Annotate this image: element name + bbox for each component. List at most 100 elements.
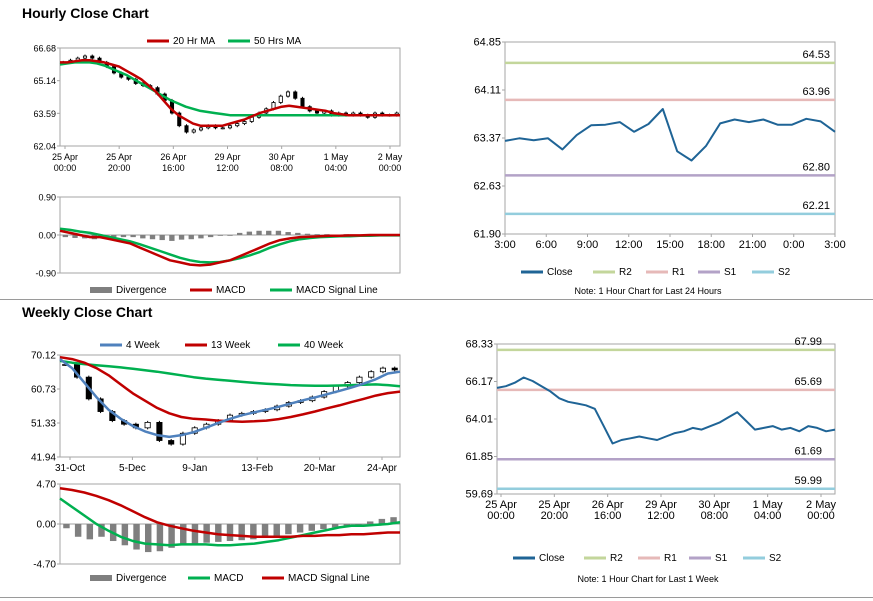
hourly-price-candle-body (82, 55, 88, 59)
weekly-macd-divergence-bar (250, 524, 257, 540)
hourly-price-xtick: 29 Apr 12:00 (214, 152, 240, 173)
weekly-13week-line (59, 355, 401, 423)
weekly-macd-line (59, 497, 401, 547)
legend-hourly-signal-label: MACD Signal Line (296, 285, 378, 296)
weekly-macd-divergence-bar (273, 524, 280, 536)
weekly-price-candle-body (391, 367, 398, 371)
weekly-levels-note: Note: 1 Hour Chart for Last 1 Week (578, 574, 719, 584)
hourly-macd-signal-line (59, 227, 400, 264)
weekly-levels-level-label-s1: 61.69 (794, 445, 822, 457)
hourly-macd-divergence-bar (285, 232, 291, 235)
hourly-macd-divergence-bar (304, 233, 311, 235)
weekly-macd-divergence-bar (343, 524, 351, 526)
weekly-macd-divergence-bar (156, 524, 164, 552)
legend-13week-label: 13 Week (211, 340, 251, 351)
legend-50hrs-ma-label: 50 Hrs MA (254, 36, 302, 47)
weekly-levels-level-label-s2: 59.99 (794, 475, 822, 487)
hourly-levels-xtick: 18:00 (697, 239, 725, 251)
hourly-ma20-line (60, 59, 400, 127)
hourly-price-xtick: 25 Apr 20:00 (106, 152, 132, 173)
weekly-levels-xtick: 25 Apr 00:00 (485, 499, 517, 522)
hourly-macd-divergence-bar (217, 235, 223, 236)
weekly-levels-close-line (496, 376, 836, 445)
hourly-macd-divergence-bar (246, 231, 253, 235)
hourly-macd-divergence-bar (207, 235, 214, 238)
hourly-macd-divergence-bar (188, 235, 194, 240)
weekly-macd-divergence-bar (86, 524, 94, 540)
weekly-macd-divergence-bar (133, 524, 140, 550)
hourly-levels-xtick: 0:00 (783, 239, 804, 251)
hourly-levels-xtick: 3:00 (494, 239, 515, 251)
hourly-levels-xtick: 21:00 (739, 239, 767, 251)
weekly-levels-level-label-r2: 67.99 (794, 336, 822, 348)
legend-hourly-macd-label: MACD (216, 285, 245, 296)
legend-weekly-signal-label: MACD Signal Line (288, 573, 370, 584)
hourly-macd-divergence-bar (178, 235, 185, 240)
hourly-levels-xtick: 9:00 (577, 239, 598, 251)
weekly-price-ytick: 41.94 (31, 453, 56, 464)
weekly-macd-ytick: 0.00 (37, 520, 57, 531)
weekly-macd-divergence-bar (98, 524, 105, 537)
weekly-macd-divergence-bar (285, 524, 292, 535)
weekly-price-xtick: 24-Apr (367, 463, 398, 474)
weekly-levels-level-label-r1: 65.69 (794, 376, 822, 388)
weekly-macd-ytick: 4.70 (37, 480, 57, 491)
hourly-macd-divergence-bar (130, 235, 136, 238)
weekly-macd-ytick: -4.70 (33, 560, 56, 571)
hourly-levels-xtick: 6:00 (536, 239, 557, 251)
hourly-section-title: Hourly Close Chart (22, 5, 149, 21)
weekly-price-candle-body (368, 371, 375, 378)
weekly-price-candle-body (168, 440, 175, 445)
legend-40week-label: 40 Week (304, 340, 344, 351)
weekly-price-frame (59, 354, 401, 458)
hourly-macd-divergence-bar (256, 230, 262, 235)
legend-weekly-divergence-swatch (90, 575, 112, 581)
hourly-levels-level-label-r1: 63.96 (802, 86, 830, 98)
hourly-price-xtick: 2 May 00:00 (378, 152, 403, 173)
hourly-levels-ytick: 63.37 (473, 133, 501, 145)
weekly-macd-divergence-bar (168, 524, 175, 548)
legend-20hr-ma-label: 20 Hr MA (173, 36, 216, 47)
weekly-levels-ytick: 68.33 (465, 339, 493, 351)
hourly-levels-ytick: 64.11 (474, 85, 501, 97)
hourly-price-candle-body (177, 112, 182, 127)
weekly-price-candle-body (144, 421, 151, 429)
hourly-macd-divergence-bar (120, 235, 127, 238)
weekly-levels-xtick: 30 Apr 08:00 (698, 499, 730, 522)
hourly-levels-xtick: 12:00 (615, 239, 643, 251)
weekly-price-candle-body (179, 432, 186, 445)
weekly-price-candle-body (379, 367, 386, 373)
hourly-macd-line (59, 229, 400, 267)
hourly-levels-level-label-s2: 62.21 (802, 200, 830, 212)
weekly-macd-divergence-bar (366, 521, 374, 524)
weekly-levels-xtick: 2 May 00:00 (806, 499, 836, 522)
weekly-section-title: Weekly Close Chart (22, 304, 153, 320)
weekly-macd-divergence-bar (180, 524, 187, 546)
hourly-price-candle-body (278, 95, 283, 103)
weekly-macd-divergence-bar (390, 517, 397, 524)
legend-hourly-divergence-swatch (90, 287, 112, 293)
weekly-price-xtick: 9-Jan (182, 463, 207, 474)
hourly-price-xtick: 25 Apr 00:00 (52, 152, 78, 173)
weekly-macd-divergence-bar (74, 524, 82, 537)
legend-weekly-r1-label: R1 (664, 553, 677, 564)
weekly-levels-frame (496, 343, 836, 495)
hourly-macd-divergence-bar (111, 235, 117, 238)
weekly-macd-divergence-bar (320, 524, 327, 530)
hourly-price-ytick: 63.59 (33, 109, 56, 119)
weekly-macd-divergence-bar (226, 524, 234, 542)
legend-weekly-close-label: Close (539, 553, 565, 564)
hourly-price-xtick: 30 Apr 08:00 (269, 152, 295, 173)
weekly-levels-xtick: 26 Apr 16:00 (592, 499, 624, 522)
weekly-macd-divergence-bar (238, 524, 245, 541)
weekly-price-ytick: 51.33 (31, 419, 56, 430)
weekly-levels-ytick: 66.17 (465, 376, 493, 388)
weekly-price-ytick: 60.73 (31, 385, 56, 396)
weekly-macd-divergence-bar (378, 518, 386, 524)
hourly-macd-divergence-bar (169, 235, 175, 241)
legend-hourly-s2-label: S2 (778, 267, 791, 278)
weekly-macd-divergence-bar (191, 524, 199, 544)
hourly-macd-ytick: 0.90 (38, 193, 56, 203)
hourly-price-candle-body (293, 91, 298, 99)
hourly-price-candle-body (300, 97, 305, 108)
